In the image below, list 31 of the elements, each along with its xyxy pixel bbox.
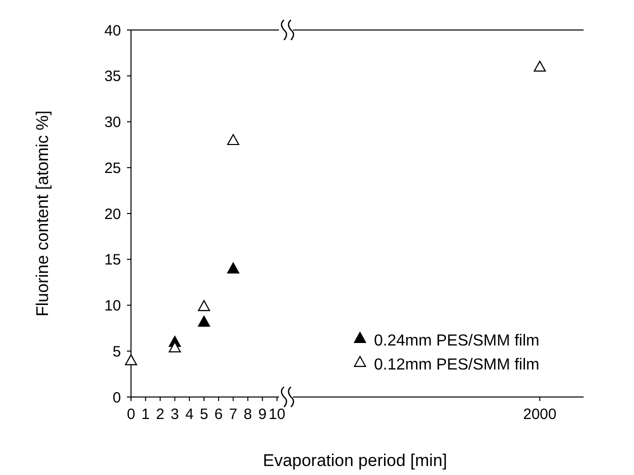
y-tick-label: 0 <box>112 389 121 406</box>
x-tick-label: 5 <box>200 406 208 423</box>
x-tick-label: 10 <box>268 406 286 423</box>
point <box>227 134 240 146</box>
x-tick-label: 8 <box>244 406 252 423</box>
x-tick-label: 1 <box>141 406 150 423</box>
x-tick-label: 7 <box>229 406 238 423</box>
y-tick-label: 15 <box>104 252 121 269</box>
point <box>534 60 546 72</box>
x-tick-label: 2000 <box>523 406 556 423</box>
x-tick-label: 3 <box>170 406 179 423</box>
x-tick-label: 2 <box>156 406 164 423</box>
legend-label: 0.12mm PES/SMM film <box>374 356 540 374</box>
y-tick-label: 35 <box>104 68 121 86</box>
x-tick-label: 4 <box>185 406 194 423</box>
y-axis-title: Fluorine content [atomic %] <box>33 110 52 316</box>
point <box>227 262 240 274</box>
x-axis-title: Evaporation period [min] <box>262 451 448 470</box>
y-tick-label: 40 <box>104 22 121 40</box>
y-tick-label: 25 <box>104 160 121 177</box>
point <box>198 300 210 312</box>
x-tick-label: 9 <box>258 406 267 423</box>
legend-label: 0.24mm PES/SMM film <box>374 332 540 350</box>
y-tick-label: 5 <box>112 343 121 360</box>
x-tick-label: 0 <box>126 406 136 423</box>
y-tick-label: 30 <box>104 114 121 131</box>
point <box>124 354 138 366</box>
y-tick-label: 20 <box>104 206 121 223</box>
y-tick-label: 10 <box>104 298 121 314</box>
x-tick-label: 6 <box>214 406 223 423</box>
point <box>198 316 210 327</box>
